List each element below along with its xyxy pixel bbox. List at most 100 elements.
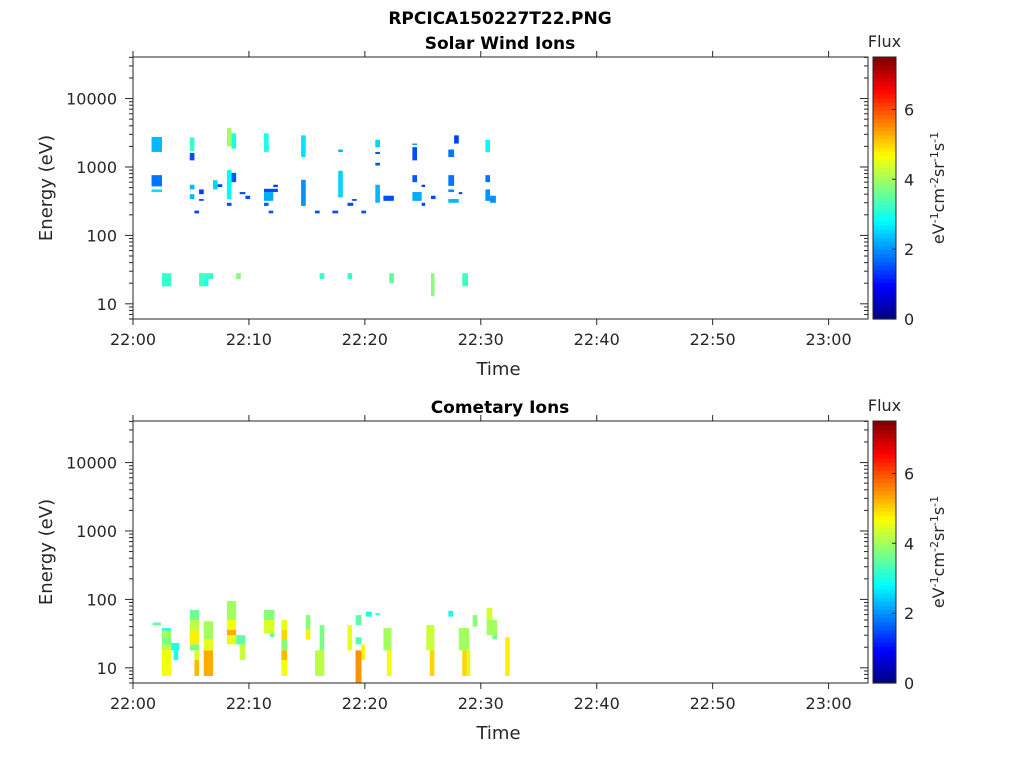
colorbar-segment bbox=[873, 461, 896, 467]
colorbar-segment bbox=[873, 151, 896, 156]
spectrogram-cell bbox=[236, 273, 241, 280]
spectrogram-cell bbox=[315, 650, 325, 676]
colorbar-segment bbox=[873, 482, 896, 488]
colorbar-segment bbox=[873, 580, 896, 586]
spectrogram-cell bbox=[421, 184, 426, 187]
spectrogram-cell bbox=[161, 628, 172, 631]
units-exponent: -1 bbox=[928, 212, 941, 223]
colorbar-frame bbox=[872, 56, 897, 320]
spectrogram-cell bbox=[161, 630, 172, 638]
spectrogram-cell bbox=[239, 644, 246, 661]
units-base: eV bbox=[929, 223, 948, 244]
colorbar-segment bbox=[873, 490, 896, 496]
colorbar-segment bbox=[873, 486, 896, 492]
spectrogram-cell bbox=[361, 644, 365, 661]
y-tick-label: 10 bbox=[97, 295, 117, 314]
x-tick-label: 22:10 bbox=[226, 694, 272, 713]
colorbar-segment bbox=[873, 605, 896, 610]
colorbar-segment bbox=[873, 421, 896, 426]
colorbar-segment bbox=[873, 286, 896, 291]
colorbar-segment bbox=[873, 142, 896, 148]
units-base: sr bbox=[929, 162, 948, 177]
colorbar-segment bbox=[873, 625, 896, 631]
spectrogram-cell bbox=[412, 192, 422, 201]
colorbar-segment bbox=[873, 453, 896, 459]
colorbar-segment bbox=[873, 437, 896, 443]
spectrogram-cell bbox=[430, 195, 436, 200]
colorbar-segment bbox=[873, 159, 896, 165]
colorbar-segment bbox=[873, 597, 896, 602]
x-tick-label: 22:50 bbox=[690, 330, 736, 349]
colorbar-segment bbox=[873, 302, 896, 308]
colorbar-segment bbox=[873, 494, 896, 500]
units-base: sr bbox=[929, 526, 948, 541]
spectrogram-cell bbox=[347, 202, 354, 206]
colorbar-segment bbox=[873, 278, 896, 283]
spectrogram-cell bbox=[375, 139, 380, 148]
spectrogram-cell bbox=[472, 615, 478, 627]
colorbar-segment bbox=[873, 261, 896, 267]
spectrogram-cell bbox=[319, 273, 325, 280]
colorbar-segment bbox=[873, 666, 896, 672]
spectrogram-cell bbox=[338, 170, 343, 198]
spectrogram-cell bbox=[189, 194, 195, 200]
spectrogram-cell bbox=[269, 633, 275, 638]
y-tick-label: 10000 bbox=[66, 454, 117, 473]
colorbar-title: Flux bbox=[868, 32, 901, 51]
spectrogram-cell bbox=[355, 637, 362, 645]
spectrogram-cell bbox=[448, 189, 455, 193]
colorbar-segment bbox=[873, 539, 896, 545]
units-exponent: -1 bbox=[928, 151, 941, 162]
spectrogram-cell bbox=[199, 199, 204, 201]
colorbar-segment bbox=[873, 73, 896, 79]
colorbar-segment bbox=[873, 138, 896, 144]
spectrogram-cell bbox=[189, 630, 200, 645]
spectrogram-cell bbox=[361, 210, 367, 214]
units-base: eV bbox=[929, 587, 948, 608]
colorbar-segment bbox=[873, 478, 896, 484]
colorbar-segment bbox=[873, 171, 896, 177]
spectrogram-cell bbox=[151, 189, 162, 193]
colorbar-segment bbox=[873, 126, 896, 132]
x-tick-label: 22:40 bbox=[574, 330, 620, 349]
colorbar-segment bbox=[873, 257, 896, 263]
spectrogram-cell bbox=[412, 143, 418, 145]
colorbar-segment bbox=[873, 543, 896, 549]
spectrogram-cell bbox=[217, 184, 223, 187]
spectrogram-cell bbox=[458, 192, 463, 195]
colorbar-tick-label: 0 bbox=[904, 674, 914, 693]
colorbar-segment bbox=[873, 564, 896, 569]
spectrogram-cell bbox=[189, 619, 200, 631]
colorbar-segment bbox=[873, 167, 896, 173]
colorbar-segment bbox=[873, 175, 896, 181]
spectrogram-cell bbox=[171, 643, 180, 651]
colorbar-segment bbox=[873, 106, 896, 111]
colorbar-segment bbox=[873, 642, 896, 647]
colorbar-segment bbox=[873, 265, 896, 271]
colorbar-segment bbox=[873, 110, 896, 115]
spectrogram-cell bbox=[203, 279, 209, 287]
spectrogram-cell bbox=[375, 613, 380, 616]
colorbar-segment bbox=[873, 196, 896, 201]
colorbar-segment bbox=[873, 662, 896, 668]
units-exponent: -1 bbox=[928, 576, 941, 587]
spectrogram-cell bbox=[492, 635, 498, 640]
colorbar-segment bbox=[873, 568, 896, 574]
colorbar-segment bbox=[873, 147, 896, 152]
x-tick-label: 23:00 bbox=[806, 694, 852, 713]
spectrogram-cell bbox=[305, 629, 311, 640]
y-tick-label: 100 bbox=[86, 590, 117, 609]
colorbar-segment bbox=[873, 547, 896, 553]
units-exponent: -1 bbox=[928, 496, 941, 507]
colorbar-segment bbox=[873, 102, 896, 107]
spectrogram-cell bbox=[319, 625, 325, 651]
colorbar-segment bbox=[873, 633, 896, 639]
spectrogram-cell bbox=[212, 180, 218, 190]
spectrogram-cell bbox=[421, 202, 426, 206]
x-tick-label: 22:50 bbox=[690, 694, 736, 713]
colorbar-segment bbox=[873, 69, 896, 74]
spectrogram-cell bbox=[490, 195, 496, 203]
spectrogram-cell bbox=[151, 136, 162, 152]
spectrogram-cell bbox=[226, 619, 237, 630]
